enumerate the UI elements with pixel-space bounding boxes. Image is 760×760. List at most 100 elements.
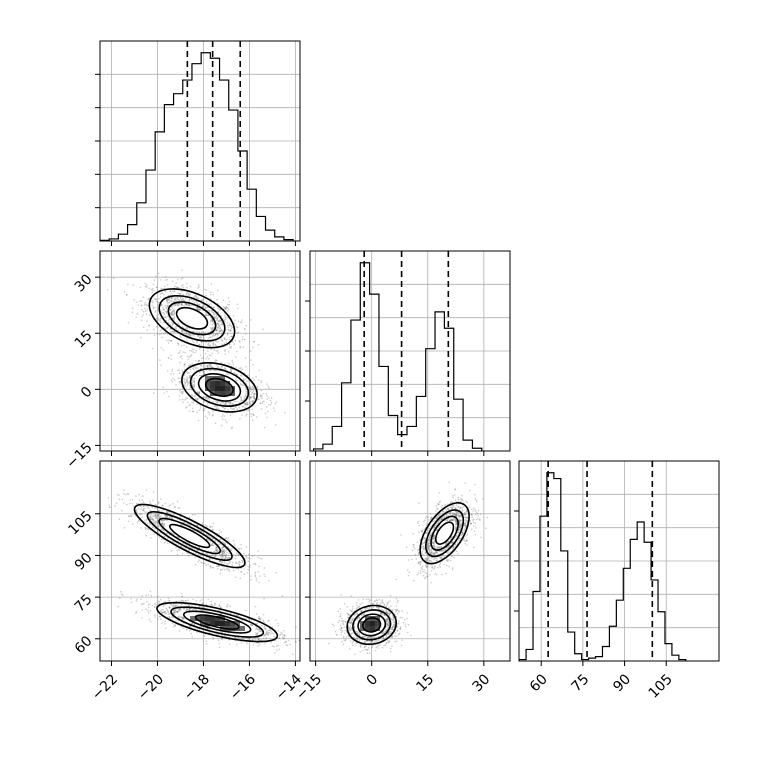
sample-point (171, 305, 173, 307)
sample-point (240, 571, 242, 573)
sample-point (224, 349, 226, 351)
sample-point (182, 401, 184, 404)
sample-point (152, 306, 155, 309)
sample-point (167, 305, 169, 308)
sample-point (237, 553, 240, 556)
sample-point (225, 567, 228, 570)
sample-point (252, 400, 255, 403)
sample-point (220, 320, 222, 322)
density-cell (210, 386, 216, 392)
sample-point (195, 374, 198, 377)
sample-point (194, 563, 197, 566)
sample-point (155, 275, 157, 278)
sample-point (251, 388, 253, 391)
sample-point (175, 299, 177, 302)
sample-point (219, 309, 222, 311)
sample-point (154, 310, 157, 312)
sample-point (214, 535, 216, 537)
sample-point (210, 298, 212, 300)
sample-point (168, 301, 171, 304)
sample-point (159, 598, 162, 601)
sample-point (245, 414, 248, 417)
sample-point (199, 336, 201, 339)
sample-point (147, 298, 150, 300)
sample-point (211, 566, 214, 569)
sample-point (181, 355, 183, 357)
sample-point (217, 365, 220, 368)
sample-point (227, 537, 230, 539)
sample-point (217, 307, 219, 310)
sample-point (169, 530, 172, 533)
sample-point (161, 611, 163, 613)
sample-point (175, 327, 177, 330)
sample-point (223, 363, 226, 365)
sample-point (213, 405, 216, 408)
sample-point (175, 282, 177, 284)
sample-point (231, 368, 233, 371)
sample-point (237, 326, 239, 329)
density-cell (190, 321, 196, 327)
sample-point (175, 298, 177, 300)
sample-point (200, 374, 203, 377)
sample-point (188, 549, 190, 551)
sample-point (230, 330, 232, 332)
sample-point (174, 290, 176, 292)
sample-point (224, 318, 227, 321)
sample-point (219, 320, 221, 322)
sample-point (198, 331, 201, 334)
sample-point (224, 550, 226, 553)
sample-point (258, 615, 261, 618)
contour-line (197, 373, 242, 402)
sample-point (163, 535, 166, 538)
sample-point (228, 552, 230, 555)
sample-point (221, 552, 224, 555)
sample-point (196, 307, 198, 309)
density-cell (180, 306, 186, 312)
sample-point (212, 311, 214, 314)
sample-point (161, 523, 164, 525)
sample-point (206, 356, 209, 358)
sample-point (167, 342, 170, 344)
sample-point (253, 387, 256, 390)
sample-point (122, 594, 124, 596)
sample-point (225, 553, 228, 556)
sample-point (168, 600, 171, 602)
sample-point (258, 617, 260, 619)
sample-point (176, 535, 179, 538)
sample-point (211, 309, 213, 312)
sample-point (161, 523, 164, 525)
sample-point (217, 352, 220, 354)
sample-point (115, 502, 118, 505)
sample-point (217, 333, 219, 336)
sample-point (179, 399, 181, 401)
sample-point (142, 314, 144, 316)
sample-point (234, 637, 237, 639)
sample-point (219, 327, 221, 330)
sample-point (208, 364, 210, 366)
sample-point (283, 637, 286, 639)
sample-point (223, 567, 225, 569)
sample-point (180, 592, 183, 595)
sample-point (166, 278, 169, 281)
sample-point (249, 396, 252, 399)
sample-point (205, 358, 208, 360)
sample-point (172, 502, 174, 505)
sample-point (235, 555, 237, 557)
sample-point (165, 310, 167, 313)
sample-point (210, 354, 212, 357)
sample-point (128, 515, 130, 517)
sample-point (181, 524, 183, 526)
sample-point (163, 519, 165, 522)
sample-point (165, 298, 168, 301)
sample-point (223, 342, 226, 345)
sample-point (151, 520, 154, 522)
sample-point (183, 332, 185, 335)
sample-point (238, 406, 241, 409)
sample-point (250, 388, 253, 391)
sample-point (143, 303, 146, 306)
sample-point (227, 362, 229, 364)
sample-point (164, 620, 166, 622)
sample-point (164, 316, 167, 319)
sample-point (193, 383, 195, 386)
density-cell (225, 376, 231, 382)
